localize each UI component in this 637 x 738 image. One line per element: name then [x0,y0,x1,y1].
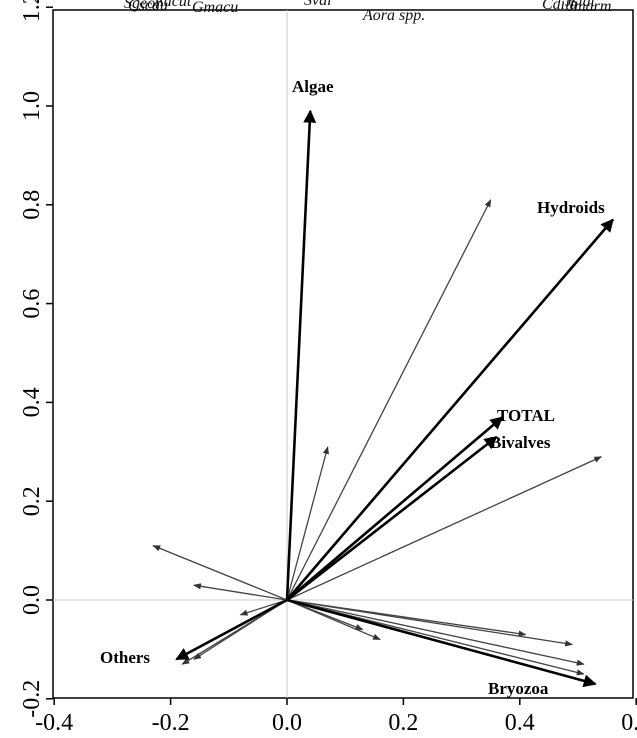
species-vector-jslat: Jslat [286,0,596,676]
species-label: Jmarm [567,0,611,15]
x-tick-label: 0.6 [621,710,637,736]
species-arrow [239,599,288,616]
group-vector-hydroids: Hydroids [286,198,614,601]
species-vector-hperi: Hperi [152,545,288,601]
species-vector-gmacu: Gmacu [192,0,288,660]
group-label: Algae [292,77,334,96]
species-arrow [286,599,573,647]
species-arrow [152,545,288,601]
group-label: TOTAL [497,406,555,425]
x-axis-ticks: -0.4 -0.2 0.0 0.2 0.4 0.6 [35,698,637,736]
species-label: Cscau [128,0,168,14]
y-tick-label: 1.2 [19,0,45,22]
x-tick-label: 0.0 [272,710,302,736]
y-tick-label: 0.0 [19,585,45,615]
species-arrow [193,583,288,601]
species-arrow [286,456,602,601]
group-vector-total: TOTAL [286,406,555,601]
species-label: Sval [304,0,332,9]
x-tick-label: 0.4 [505,710,535,736]
group-label: Others [100,648,150,667]
species-arrow [286,599,585,666]
group-label: Bryozoa [488,679,549,698]
x-tick-label: -0.4 [35,710,73,736]
group-vector-others: Others [100,598,288,667]
group-vector-bryozoa: Bryozoa [286,598,597,698]
y-tick-label: 0.8 [19,190,45,220]
species-vector-cdila: Cdila [286,0,578,647]
y-tick-label: 1.0 [19,91,45,121]
y-tick-label: -0.2 [19,680,45,718]
group-vector-algae: Algae [285,77,334,601]
group-arrow [175,598,288,661]
species-vector-cscau: Cscau [128,0,288,665]
group-vector-bivalves: Bivalves [286,433,551,602]
species-arrow [286,599,381,641]
species-arrow [286,199,492,601]
plot-frame [52,9,634,699]
group-arrow [286,218,614,601]
group-arrow [285,109,317,601]
species-vector-jmarm: Jmarm [286,0,611,666]
species-vector-aoraspp: Aora spp. [286,7,425,641]
species-label: Jslat [565,0,596,10]
y-tick-label: 0.4 [19,387,45,417]
y-tick-label: 0.6 [19,289,45,319]
group-arrow [286,598,597,688]
species-vector-sgeor: Sgeor [124,0,288,601]
y-tick-label: 0.2 [19,486,45,516]
species-arrow [286,446,329,601]
x-tick-label: -0.2 [152,710,190,736]
group-vectors: Algae Hydroids TOTAL Bivalves Others Bryozoa [100,77,614,698]
species-arrow [193,599,288,660]
y-axis-ticks: -0.2 0.0 0.2 0.4 0.6 0.8 1.0 1.2 [19,0,53,718]
group-arrow [286,435,498,602]
group-label: Bivalves [490,433,551,452]
species-label: Gmacu [192,0,238,16]
x-tick-label: 0.2 [388,710,418,736]
species-label: Cdila [542,0,578,13]
species-label: Aora spp. [362,7,425,24]
species-vector-epunc: Epunc [286,446,329,601]
group-label: Hydroids [537,198,605,217]
species-label: Aacut [153,0,192,10]
species-vector-cequi: Cequi [286,456,602,601]
species-vector-erapa: Erapa [286,199,492,601]
group-arrow [286,416,504,601]
species-label: Sgeor [124,0,162,12]
species-vector-aacut: Aacut [153,0,288,616]
